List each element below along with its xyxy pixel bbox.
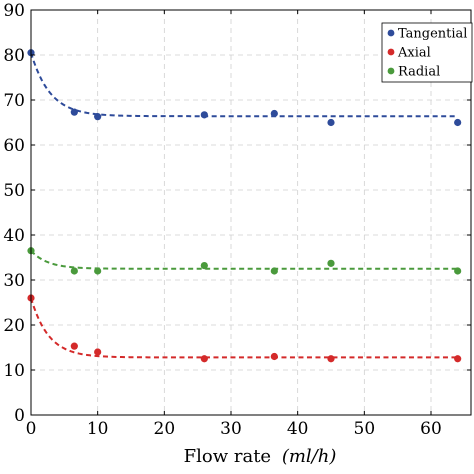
y-tick-label: 60 xyxy=(3,136,25,156)
data-point-axial xyxy=(70,342,78,350)
y-tick-label: 40 xyxy=(3,226,25,246)
y-tick-label: 10 xyxy=(3,361,25,381)
data-point-tangential xyxy=(70,108,78,116)
data-point-axial xyxy=(327,355,335,363)
grid xyxy=(31,10,471,415)
data-point-tangential xyxy=(200,111,208,119)
x-axis-label-unit: (ml/h) xyxy=(282,446,337,467)
legend-box xyxy=(381,22,473,83)
x-axis-label: Flow rate (ml/h) xyxy=(184,446,337,467)
x-tick-label: 10 xyxy=(87,419,109,439)
data-point-tangential xyxy=(454,118,462,127)
fit-line-radial xyxy=(30,250,458,270)
legend-label-axial: Axial xyxy=(397,46,431,61)
legend-marker-radial xyxy=(387,67,395,75)
axis-frame xyxy=(30,9,472,416)
legend-marker-axial xyxy=(387,48,395,56)
x-axis-label-text: Flow rate xyxy=(184,446,271,467)
y-tick-label: 90 xyxy=(3,1,25,21)
data-point-axial xyxy=(454,355,462,363)
data-point-radial xyxy=(200,262,208,270)
x-tick-label: 60 xyxy=(420,419,442,439)
y-tick-label: 50 xyxy=(3,181,25,201)
y-tick-label: 30 xyxy=(3,271,25,291)
y-tick-label: 80 xyxy=(3,46,25,66)
data-point-tangential xyxy=(327,118,335,127)
data-point-radial xyxy=(454,267,462,275)
data-point-radial xyxy=(70,267,78,275)
legend-marker-tangential xyxy=(387,29,395,37)
y-tick-label: 70 xyxy=(3,91,25,111)
x-tick-label: 20 xyxy=(154,419,176,439)
legend: Tangential Axial Radial xyxy=(381,22,473,83)
data-point-radial xyxy=(270,267,278,275)
y-tick-label: 0 xyxy=(14,406,25,426)
data-point-axial xyxy=(94,348,102,356)
legend-label-tangential: Tangential xyxy=(398,27,467,42)
data-point-radial xyxy=(327,259,335,267)
x-axis-ticks: 0 10 20 30 40 50 60 xyxy=(26,10,442,439)
fit-curves xyxy=(30,52,458,359)
legend-label-radial: Radial xyxy=(398,65,440,80)
x-tick-label: 0 xyxy=(26,419,37,439)
x-tick-label: 40 xyxy=(287,419,309,439)
data-point-axial xyxy=(270,352,278,361)
data-point-radial xyxy=(94,267,102,275)
data-points xyxy=(27,49,462,363)
y-axis-ticks: 0 10 20 30 40 50 60 70 80 90 xyxy=(3,1,471,426)
data-point-tangential xyxy=(94,113,102,121)
x-tick-label: 30 xyxy=(220,419,242,439)
x-tick-label: 50 xyxy=(354,419,376,439)
fit-line-tangential xyxy=(30,52,458,118)
data-point-tangential xyxy=(270,109,278,118)
y-tick-label: 20 xyxy=(3,316,25,336)
data-point-axial xyxy=(200,355,208,363)
fit-line-axial xyxy=(30,297,458,359)
